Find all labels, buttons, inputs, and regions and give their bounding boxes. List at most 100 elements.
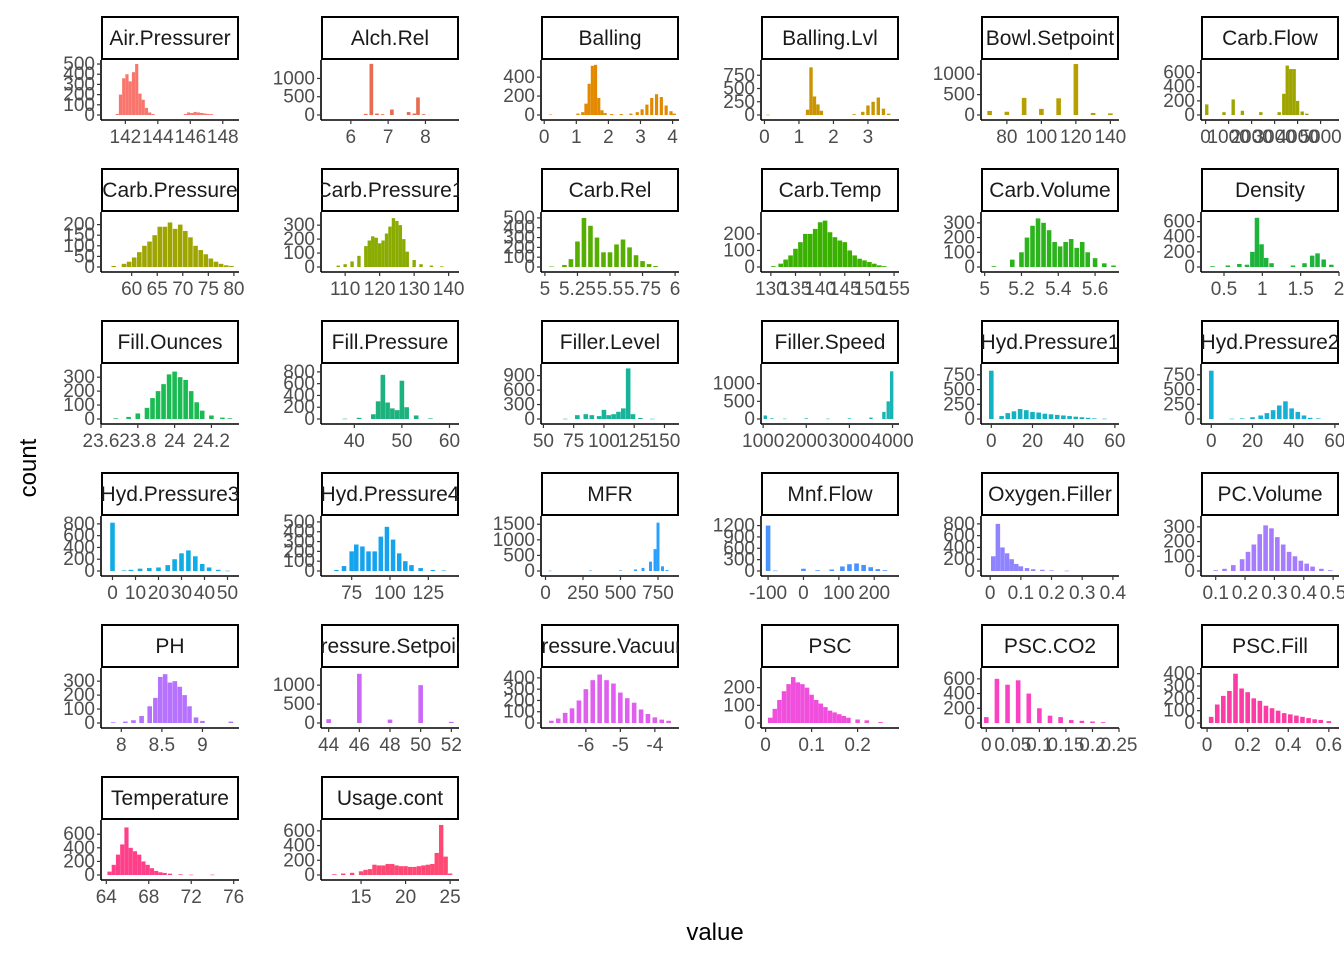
histogram-bar [1035,218,1041,267]
histogram-bar [200,720,205,723]
facet-title: PSC.Fill [1232,635,1308,658]
facet-strip [761,472,899,516]
facet-strip [101,624,239,668]
histogram-bar [637,418,643,419]
x-tick-label: 0 [539,127,550,148]
facet-title: Pressure.Vacuum [527,635,692,658]
facet-strip [761,16,899,60]
y-tick-label: 600 [283,821,315,842]
histogram-bar [575,241,580,267]
x-tick-label: 0.6 [1316,735,1342,756]
histogram-bar [872,263,877,267]
histogram-bar [188,237,193,267]
y-tick-label: 0 [84,257,95,278]
histogram-bar [650,418,655,420]
histogram-bar [1090,112,1096,115]
histogram-bar [627,247,632,267]
histogram-bar [1326,721,1332,723]
histogram-bar [110,522,115,571]
histogram-bar [1037,708,1042,723]
x-tick-label: 146 [174,127,206,148]
x-tick-label: 50 [533,431,554,452]
x-tick-label: 250 [567,583,599,604]
histogram-bar [166,374,172,419]
histogram-bar [220,417,225,419]
histogram-bar [1259,112,1263,115]
y-tick-label: 0 [964,105,975,126]
histogram-bar [765,525,771,571]
histogram-bar [772,708,778,723]
histogram-bar [126,416,131,419]
histogram-bar [846,717,851,723]
histogram-bar [840,566,845,571]
y-tick-label: 1500 [493,514,535,535]
histogram-bar [827,710,833,723]
y-tick-label: 200 [503,86,535,107]
histogram-bar [1263,705,1269,723]
histogram-bar [852,255,857,267]
histogram-bar [199,563,205,571]
histogram-bar [177,377,183,419]
histogram-bar [147,568,152,571]
facet-title: Hyd.Pressure2 [1201,331,1340,354]
histogram-bar [783,259,788,267]
x-tick-label: -100 [749,583,787,604]
histogram-bar [1102,418,1107,420]
histogram-bar [1239,688,1244,723]
histogram-bar [110,722,116,723]
histogram-bar [128,569,134,571]
histogram-bar [597,97,601,115]
histogram-bar [412,113,417,115]
histogram-bar [332,874,337,875]
histogram-bar [403,561,408,571]
y-tick-label: 1000 [273,68,315,89]
histogram-bar [857,258,862,267]
histogram-bar [882,411,886,419]
x-tick-label: 0.5 [1320,583,1344,604]
histogram-bar [805,109,810,115]
histogram-bar [342,418,348,420]
y-tick-label: 1200 [713,516,755,537]
x-tick-label: 5.5 [597,279,623,300]
x-tick-label: 0.1 [1202,583,1228,604]
histogram-bar [1310,566,1315,571]
x-tick-label: 0 [1200,127,1211,148]
y-tick-label: 200 [63,381,95,402]
histogram-bar [1285,65,1289,115]
histogram-bar [793,248,798,267]
histogram-bar [999,416,1004,419]
histogram-bar [183,230,188,267]
x-tick-label: 40 [1283,431,1304,452]
histogram-bar [139,716,144,723]
histogram-bar [1208,716,1214,723]
x-tick-label: 500 [605,583,637,604]
histogram-bar [807,233,813,268]
histogram-bar [1021,97,1027,115]
histogram-bar [350,261,354,267]
histogram-bar [188,391,194,419]
histogram-bar [367,869,373,875]
histogram-bar [1251,698,1257,723]
histogram-bar [1040,569,1045,571]
histogram-bar [390,539,396,571]
histogram-bar [1251,544,1257,571]
histogram-bar [227,418,233,419]
histogram-bar [223,265,229,267]
histogram-bar [187,706,192,723]
histogram-bar [1079,417,1085,419]
histogram-bar [440,266,444,267]
histogram-bar [122,78,126,115]
histogram-bar [162,872,167,875]
y-tick-label: 0 [744,105,755,126]
x-tick-label: 155 [878,279,910,300]
histogram-bar [208,258,214,267]
x-tick-label: 100 [588,431,620,452]
histogram-bar [162,674,168,723]
y-tick-label: 0 [304,105,315,126]
histogram-bar [390,109,394,115]
histogram-bar [836,714,842,723]
histogram-bar [645,713,651,723]
